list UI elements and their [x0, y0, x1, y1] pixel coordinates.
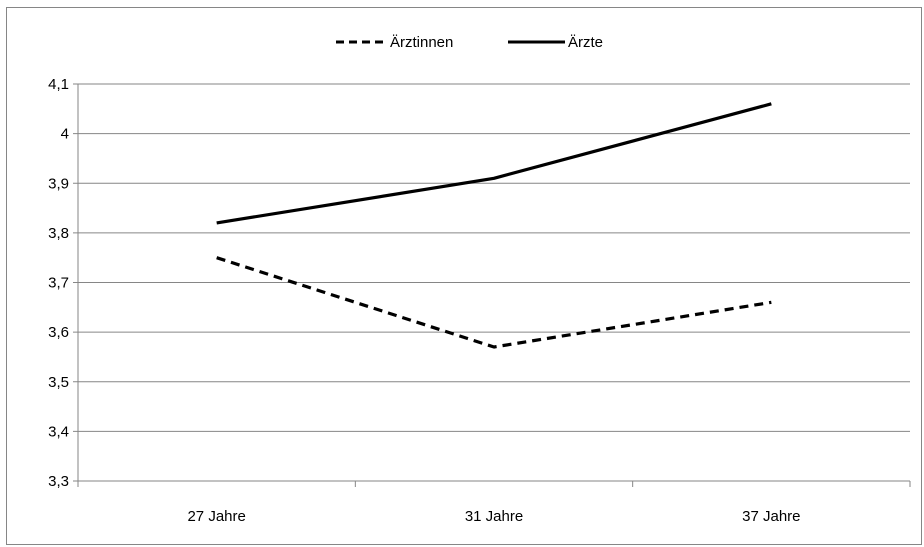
series-lines — [216, 102, 772, 349]
y-tick-label: 3,6 — [48, 324, 69, 341]
legend-label-aerztinnen: Ärztinnen — [390, 34, 453, 51]
y-tick-label: 3,4 — [48, 423, 69, 440]
x-tick-label: 31 Jahre — [465, 508, 523, 525]
axes — [73, 83, 911, 487]
y-tick-label: 4 — [61, 126, 69, 143]
y-tick-label: 3,7 — [48, 275, 69, 292]
x-axis-tick-labels: 27 Jahre 31 Jahre 37 Jahre — [187, 508, 800, 525]
y-axis-tick-labels: 4,1 4 3,9 3,8 3,7 3,6 3,5 3,4 3,3 — [48, 76, 69, 490]
y-tick-label: 3,8 — [48, 225, 69, 242]
legend-entry-aerztinnen: Ärztinnen — [336, 34, 453, 51]
series-line-aerztinnen — [216, 256, 772, 349]
y-tick-label: 3,5 — [48, 374, 69, 391]
series-line-aerzte — [216, 102, 772, 225]
y-tick-label: 3,3 — [48, 473, 69, 490]
chart-frame — [6, 7, 922, 545]
x-tick-label: 27 Jahre — [187, 508, 245, 525]
legend: Ärztinnen Ärzte — [336, 34, 603, 51]
x-tick-label: 37 Jahre — [742, 508, 800, 525]
legend-entry-aerzte: Ärzte — [508, 34, 603, 51]
gridlines — [78, 83, 910, 432]
y-tick-label: 4,1 — [48, 76, 69, 93]
y-tick-label: 3,9 — [48, 175, 69, 192]
legend-label-aerzte: Ärzte — [568, 34, 603, 51]
